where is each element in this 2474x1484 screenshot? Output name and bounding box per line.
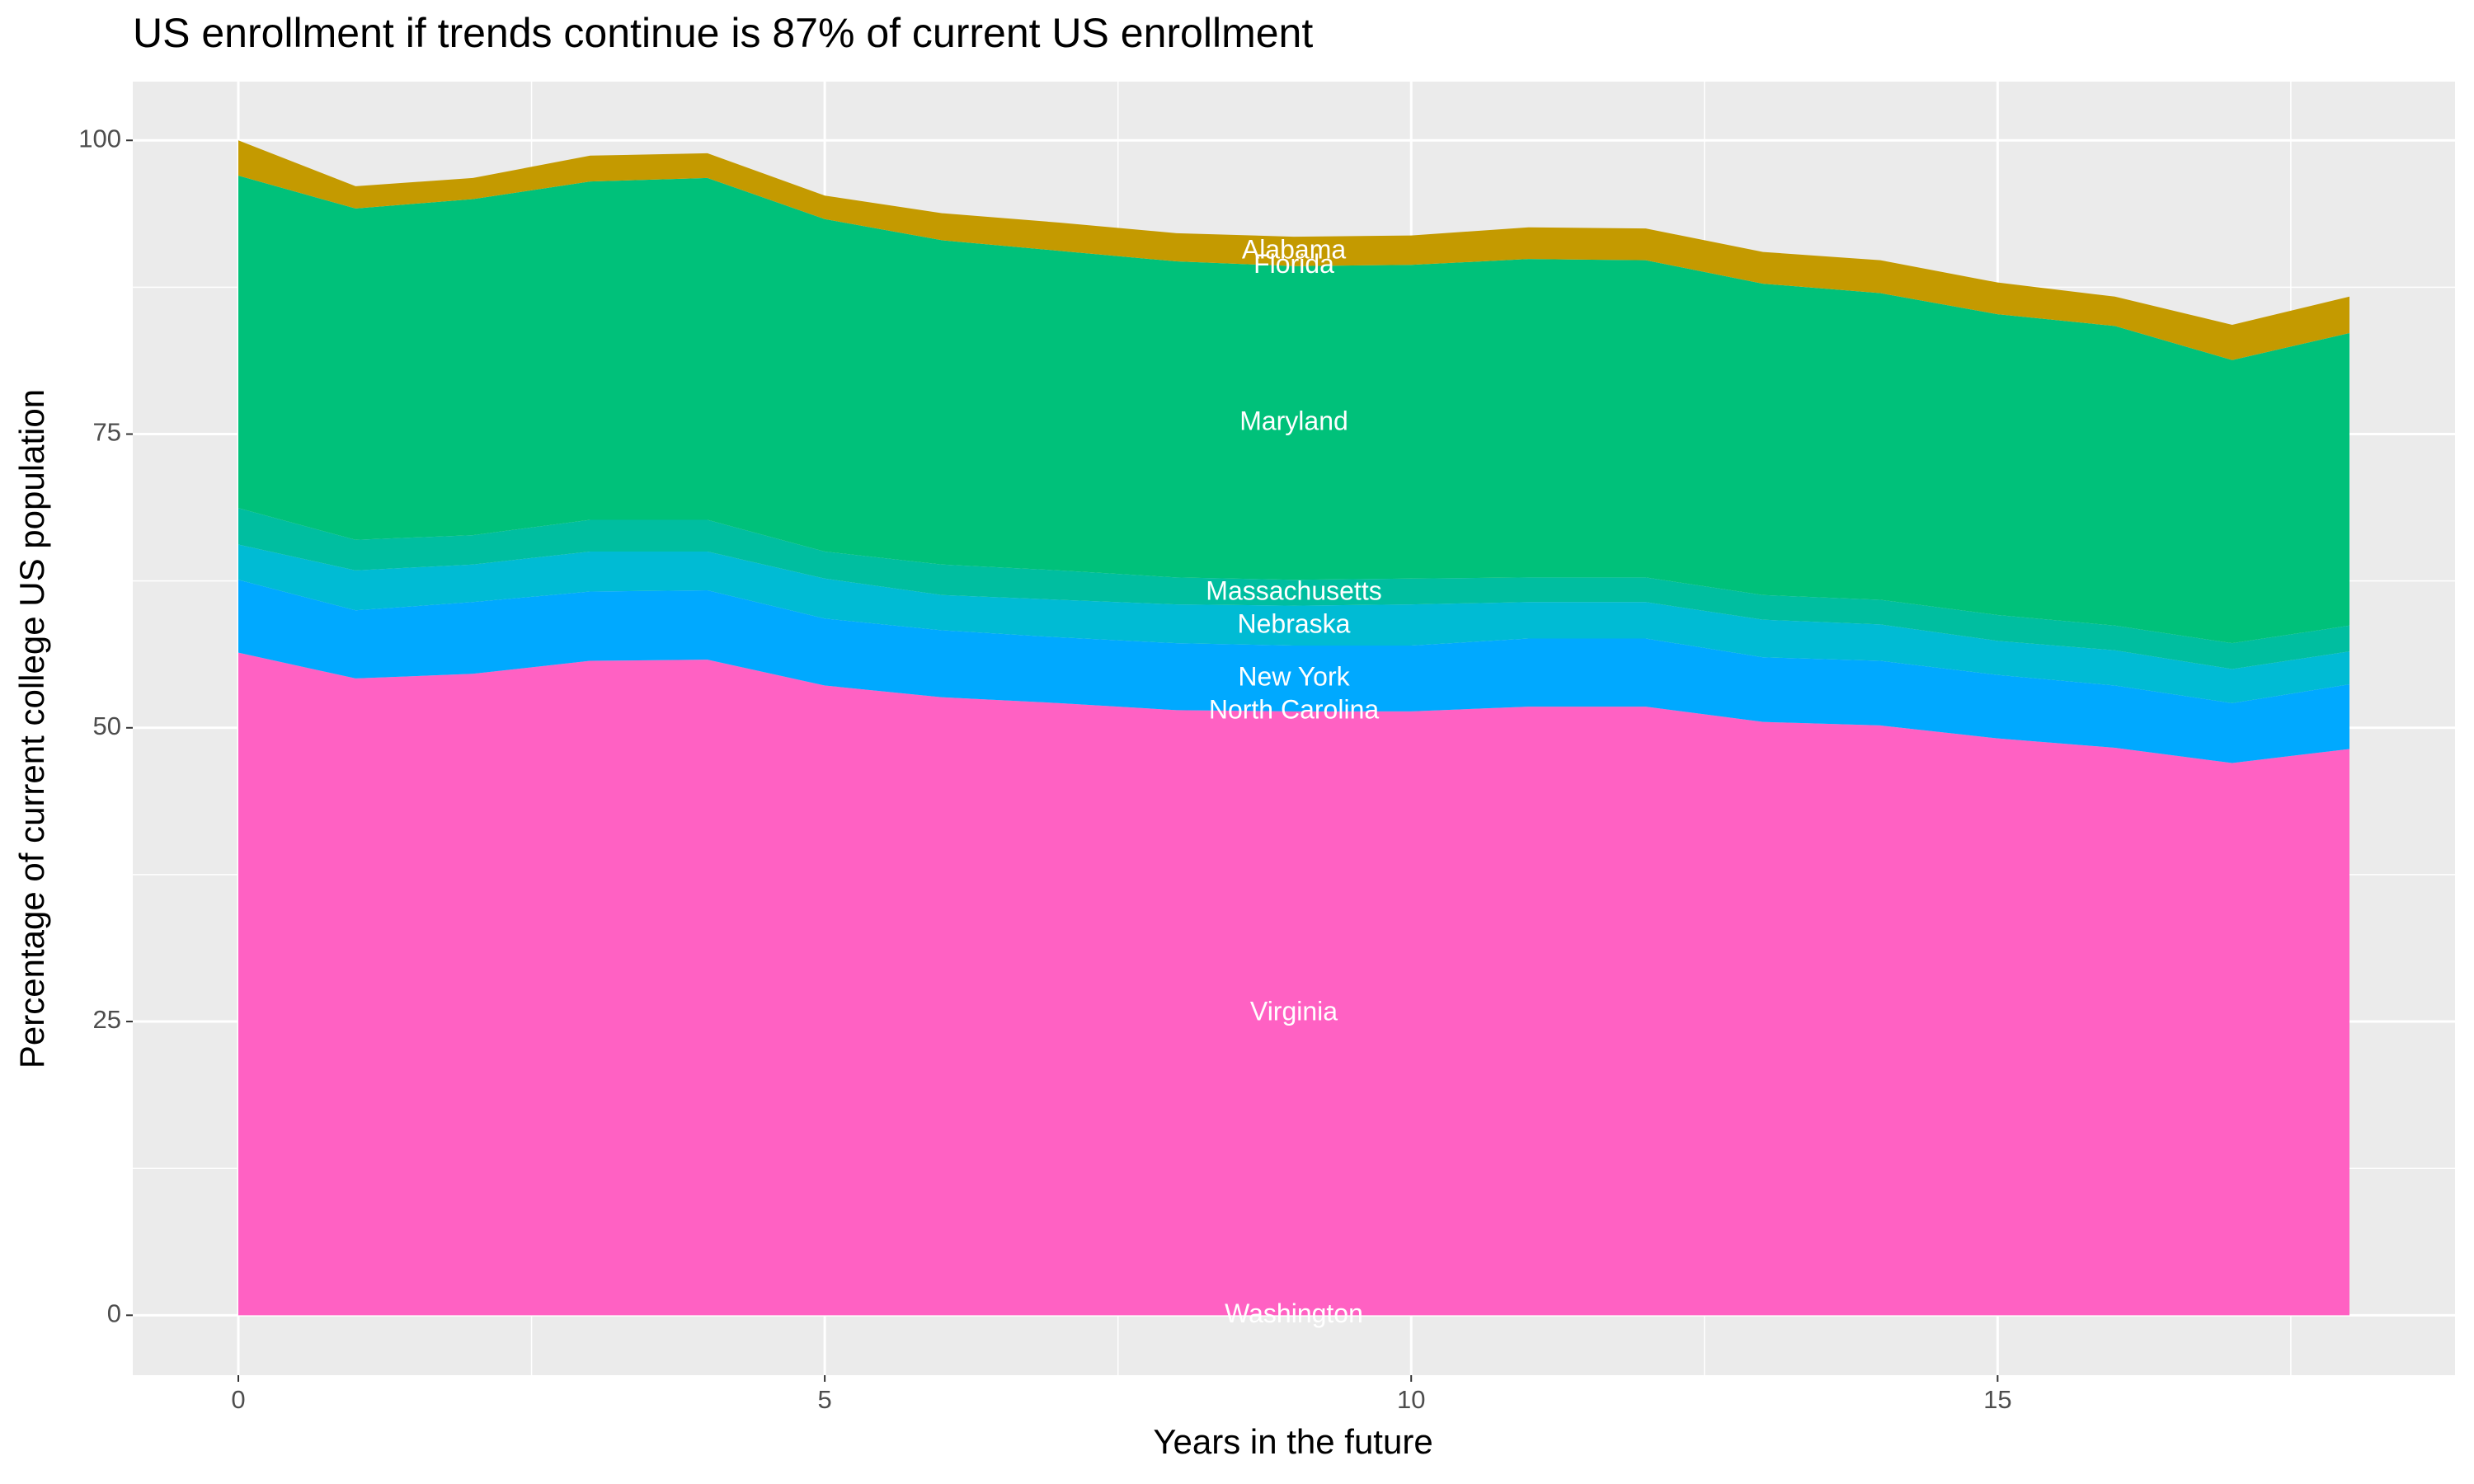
area: [238, 544, 2349, 703]
y-tick-label: 50: [93, 711, 121, 740]
area-label: Alabama: [1242, 234, 1347, 264]
y-axis-title: Percentage of current college US populat…: [12, 389, 51, 1068]
area-label: Massachusetts: [1206, 575, 1381, 605]
area: [238, 508, 2349, 669]
area-label: Nebraska: [1238, 608, 1351, 638]
y-tick-label: 100: [78, 124, 121, 153]
x-tick-label: 10: [1397, 1385, 1425, 1414]
area: [238, 652, 2349, 1316]
area: [238, 176, 2349, 644]
y-tick-label: 0: [107, 1299, 121, 1328]
area: [238, 580, 2349, 763]
area-label: North Carolina: [1209, 694, 1380, 724]
y-tick-label: 75: [93, 418, 121, 447]
area-label: New York: [1238, 661, 1350, 691]
area-label: Florida: [1253, 249, 1334, 279]
x-tick-label: 0: [231, 1385, 245, 1414]
y-tick-label: 25: [93, 1005, 121, 1034]
area-label: Washington: [1225, 1298, 1363, 1328]
area-label: Maryland: [1239, 406, 1348, 435]
chart-title: US enrollment if trends continue is 87% …: [133, 10, 1313, 56]
x-tick-label: 5: [817, 1385, 831, 1414]
area-label: Virginia: [1250, 997, 1338, 1026]
x-axis-title: Years in the future: [1153, 1422, 1432, 1461]
area: [238, 140, 2349, 360]
x-tick-label: 15: [1983, 1385, 2011, 1414]
